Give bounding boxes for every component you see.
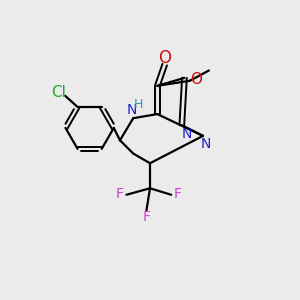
Text: N: N <box>181 127 192 140</box>
Text: O: O <box>190 72 202 87</box>
Text: F: F <box>142 210 151 224</box>
Text: H: H <box>134 98 143 111</box>
Text: F: F <box>174 187 182 201</box>
Text: F: F <box>116 187 124 201</box>
Text: O: O <box>158 49 171 67</box>
Text: N: N <box>127 103 137 117</box>
Text: N: N <box>200 137 211 151</box>
Text: Cl: Cl <box>51 85 66 100</box>
